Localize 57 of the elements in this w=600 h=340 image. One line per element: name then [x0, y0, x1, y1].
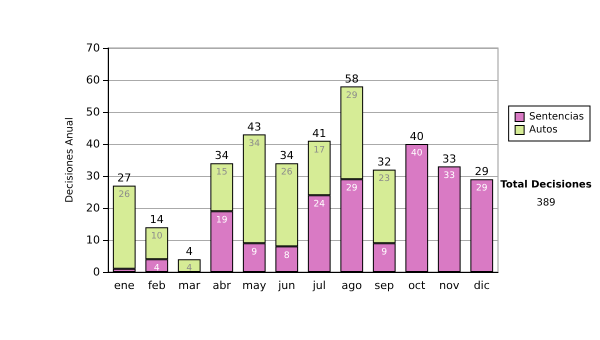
total-label: 58: [344, 72, 359, 86]
text: Total Decisiones: [500, 180, 592, 190]
total-label: 34: [214, 149, 229, 162]
y-tick-label: 60: [86, 74, 100, 86]
x-tick-label: nov: [439, 279, 460, 292]
data-label: 9: [251, 248, 258, 258]
data-label: 15: [216, 168, 228, 178]
data-label: 10: [151, 232, 163, 242]
x-tick-label: may: [242, 279, 267, 292]
x-tick-label: ago: [342, 279, 362, 292]
data-label: 40: [411, 148, 423, 158]
y-tick-label: 40: [86, 138, 100, 150]
total-label: 27: [117, 172, 132, 185]
data-label: 19: [216, 216, 228, 226]
data-label: 8: [284, 250, 290, 261]
data-label: 29: [346, 184, 358, 194]
x-tick-label: oct: [408, 279, 426, 292]
data-label: 26: [118, 190, 130, 200]
total-label: 14: [150, 213, 164, 226]
bar: [112, 186, 136, 269]
data-label: 33: [444, 170, 455, 181]
data-label: 26: [281, 168, 293, 178]
data-label: 4: [154, 264, 160, 274]
x-tick-label: abr: [212, 279, 232, 292]
y-tick-label: 10: [86, 234, 100, 246]
y-axis-title: Decisiones Anual: [64, 117, 76, 203]
legend-label: Autos: [529, 124, 558, 136]
total-label: 33: [442, 152, 456, 166]
total-label: 43: [247, 120, 262, 134]
text: 389: [536, 198, 556, 208]
data-label: 34: [248, 138, 260, 149]
y-tick-label: 30: [86, 170, 100, 182]
y-tick-label: 0: [93, 266, 100, 278]
data-label: 29: [346, 90, 358, 101]
total-label: 41: [312, 126, 326, 140]
y-tick-label: 50: [86, 106, 100, 118]
x-tick-label: jun: [277, 279, 296, 292]
x-tick-label: sep: [374, 279, 394, 292]
x-tick-label: feb: [148, 279, 166, 292]
x-tick-label: dic: [474, 279, 490, 292]
x-tick-label: mar: [178, 279, 201, 292]
y-tick-label: 20: [86, 202, 100, 214]
data-label: 23: [378, 174, 390, 184]
data-label: 4: [186, 264, 192, 274]
data-label: 17: [314, 145, 325, 156]
total-label: 40: [410, 130, 424, 143]
total-label: 32: [377, 156, 392, 169]
legend-label: Sentencias: [529, 112, 584, 122]
x-tick-label: ene: [114, 279, 135, 292]
total-label: 29: [474, 165, 489, 178]
y-tick-label: 70: [86, 42, 100, 54]
x-tick-label: jul: [312, 279, 326, 292]
data-label: 9: [381, 248, 388, 258]
data-label: 24: [314, 200, 326, 210]
data-label: 29: [476, 184, 488, 194]
total-label: 4: [186, 245, 193, 258]
total-label: 34: [280, 149, 294, 162]
